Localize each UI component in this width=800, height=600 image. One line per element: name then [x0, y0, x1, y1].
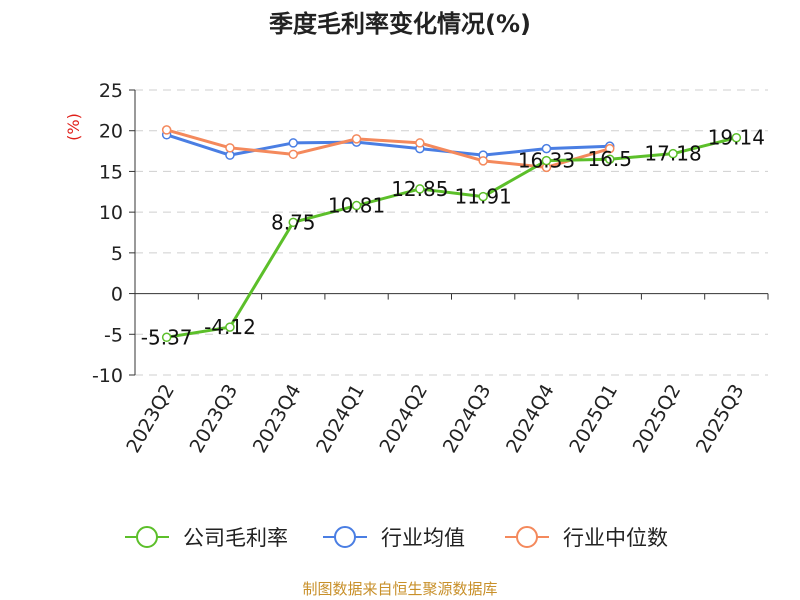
- data-label: 11.91: [455, 185, 512, 209]
- data-point: [731, 132, 742, 143]
- legend-label: 行业均值: [381, 526, 465, 550]
- data-label: 8.75: [271, 210, 316, 234]
- series-line: [166, 136, 737, 339]
- legend: 公司毛利率 行业均值 行业中位数: [125, 526, 668, 550]
- data-point: [225, 322, 235, 332]
- x-tick-label: 2024Q3: [439, 381, 496, 457]
- data-point: [288, 149, 298, 160]
- data-point: [161, 332, 172, 343]
- y-tick-label: 10: [99, 202, 123, 224]
- data-point: [288, 217, 298, 228]
- x-tick-label: 2025Q3: [692, 381, 749, 457]
- legend-label: 公司毛利率: [183, 526, 288, 550]
- grid-lines: [135, 89, 768, 376]
- legend-label: 行业中位数: [563, 526, 668, 550]
- data-label: -4.12: [204, 315, 256, 339]
- data-point: [288, 138, 298, 148]
- x-tick-label: 2024Q4: [502, 381, 559, 457]
- data-point: [225, 143, 235, 153]
- x-tick-label: 2023Q3: [186, 381, 243, 457]
- data-label: 19.14: [708, 126, 765, 150]
- y-tick-label: 25: [99, 80, 123, 102]
- data-point: [605, 143, 615, 154]
- y-tick-label: -5: [104, 324, 123, 346]
- data-point: [351, 200, 362, 211]
- x-tick-label: 2025Q1: [565, 381, 622, 457]
- series-line: [166, 133, 610, 157]
- y-axis-unit-label: (%): [64, 113, 83, 141]
- x-tick-label: 2025Q2: [629, 381, 686, 457]
- y-tick-label: 15: [99, 161, 123, 183]
- legend-swatch-marker: [136, 526, 158, 548]
- data-point: [478, 156, 488, 166]
- data-label: 16.5: [587, 147, 632, 171]
- data-label: 17.18: [644, 142, 701, 166]
- data-point: [415, 138, 425, 148]
- x-tick-label: 2023Q4: [249, 381, 306, 457]
- legend-swatch-marker: [334, 526, 356, 548]
- data-label: 12.85: [391, 177, 448, 201]
- x-tick-label: 2023Q2: [122, 381, 179, 457]
- x-tick-label: 2024Q1: [312, 381, 369, 457]
- data-point: [541, 155, 552, 166]
- data-point: [478, 191, 488, 202]
- data-label: -5.37: [141, 325, 193, 349]
- data-point: [161, 125, 172, 135]
- series-lines: [161, 125, 742, 343]
- data-point: [541, 143, 552, 154]
- source-note: 制图数据来自恒生聚源数据库: [302, 580, 497, 598]
- data-point: [605, 154, 615, 164]
- data-label: 10.81: [328, 194, 385, 218]
- data-point: [415, 184, 425, 194]
- legend-swatch-marker: [516, 526, 538, 548]
- y-tick-label: 0: [111, 284, 123, 306]
- x-tick-label: 2024Q2: [375, 381, 432, 457]
- y-tick-label: -10: [92, 365, 123, 387]
- data-label: 16.33: [518, 149, 575, 173]
- chart-title: 季度毛利率变化情况(%): [269, 10, 531, 38]
- data-point: [668, 148, 678, 159]
- y-tick-label: 5: [111, 243, 123, 265]
- y-tick-label: 20: [99, 121, 123, 143]
- data-point: [351, 134, 362, 144]
